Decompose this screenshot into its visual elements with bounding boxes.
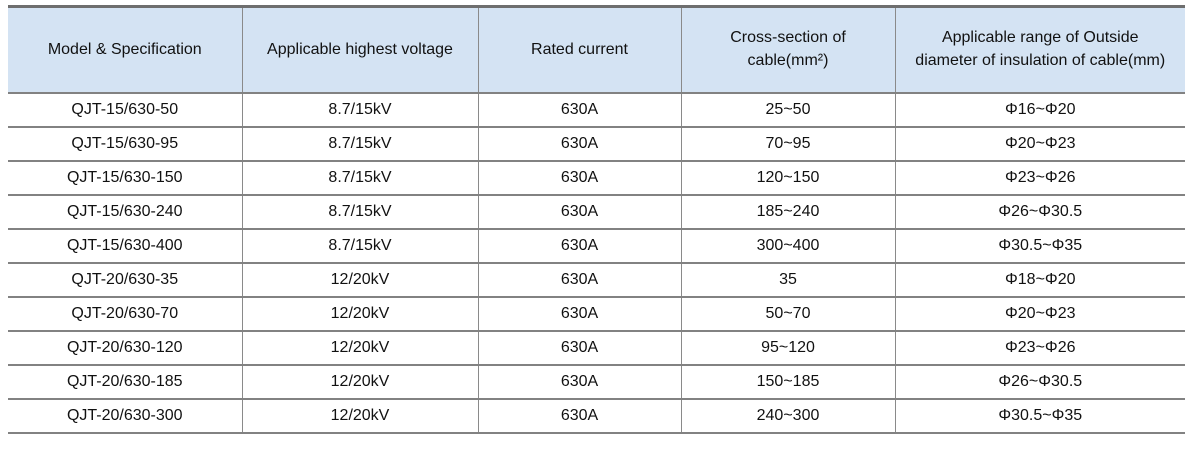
- table-cell: 630A: [477, 194, 681, 230]
- table-cell: Φ30.5~Φ35: [894, 398, 1185, 434]
- header-row: Model & Specification Applicable highest…: [8, 6, 1185, 94]
- table-cell: Φ23~Φ26: [894, 330, 1185, 366]
- table-row: QJT-20/630-70 12/20kV 630A 50~70 Φ20~Φ23: [8, 296, 1185, 332]
- table-cell: 630A: [477, 228, 681, 264]
- table-cell: 630A: [477, 126, 681, 162]
- table-cell: 630A: [477, 330, 681, 366]
- table-cell: 12/20kV: [241, 296, 478, 332]
- table-cell: 630A: [477, 160, 681, 196]
- table-cell: 630A: [477, 92, 681, 128]
- table-cell: Φ23~Φ26: [894, 160, 1185, 196]
- table-cell: 8.7/15kV: [241, 126, 478, 162]
- table-cell: 95~120: [680, 330, 895, 366]
- table-cell: 8.7/15kV: [241, 194, 478, 230]
- column-header-voltage: Applicable highest voltage: [241, 6, 478, 94]
- table-cell: 120~150: [680, 160, 895, 196]
- table-cell: QJT-15/630-95: [8, 126, 242, 162]
- table-cell: 8.7/15kV: [241, 92, 478, 128]
- table-cell: QJT-15/630-50: [8, 92, 242, 128]
- table-cell: QJT-20/630-70: [8, 296, 242, 332]
- table-cell: 185~240: [680, 194, 895, 230]
- table-cell: 630A: [477, 296, 681, 332]
- table-cell: Φ30.5~Φ35: [894, 228, 1185, 264]
- column-header-cross-section: Cross-section of cable(mm²): [680, 6, 895, 94]
- table-cell: 150~185: [680, 364, 895, 400]
- table-cell: 12/20kV: [241, 398, 478, 434]
- table-cell: 25~50: [680, 92, 895, 128]
- table-cell: 630A: [477, 364, 681, 400]
- table-cell: Φ26~Φ30.5: [894, 194, 1185, 230]
- table-cell: QJT-20/630-300: [8, 398, 242, 434]
- table-cell: 12/20kV: [241, 262, 478, 298]
- table-cell: QJT-20/630-35: [8, 262, 242, 298]
- table-header: Model & Specification Applicable highest…: [8, 6, 1185, 94]
- column-header-model: Model & Specification: [8, 6, 242, 94]
- column-header-current: Rated current: [477, 6, 681, 94]
- table-cell: 12/20kV: [241, 330, 478, 366]
- table-row: QJT-20/630-35 12/20kV 630A 35 Φ18~Φ20: [8, 262, 1185, 298]
- column-header-diameter-range: Applicable range of Outside diameter of …: [894, 6, 1185, 94]
- table-body: QJT-15/630-50 8.7/15kV 630A 25~50 Φ16~Φ20 QJT…: [8, 92, 1185, 434]
- table-cell: 240~300: [680, 398, 895, 434]
- table-cell: 630A: [477, 398, 681, 434]
- table-cell: 35: [680, 262, 895, 298]
- table-row: QJT-15/630-50 8.7/15kV 630A 25~50 Φ16~Φ20: [8, 92, 1185, 128]
- table-cell: QJT-20/630-120: [8, 330, 242, 366]
- cable-joint-spec-table: Model & Specification Applicable highest…: [8, 5, 1185, 434]
- table-cell: 12/20kV: [241, 364, 478, 400]
- table-row: QJT-15/630-400 8.7/15kV 630A 300~400 Φ30.5~Φ…: [8, 228, 1185, 264]
- table-cell: 50~70: [680, 296, 895, 332]
- table-cell: Φ20~Φ23: [894, 296, 1185, 332]
- table-cell: 300~400: [680, 228, 895, 264]
- table-row: QJT-20/630-300 12/20kV 630A 240~300 Φ30.5~Φ3…: [8, 398, 1185, 434]
- table-row: QJT-15/630-240 8.7/15kV 630A 185~240 Φ26~Φ30…: [8, 194, 1185, 230]
- table-cell: Φ16~Φ20: [894, 92, 1185, 128]
- spec-table-container: Model & Specification Applicable highest…: [8, 5, 1185, 434]
- table-cell: Φ20~Φ23: [894, 126, 1185, 162]
- table-row: QJT-15/630-95 8.7/15kV 630A 70~95 Φ20~Φ23: [8, 126, 1185, 162]
- table-cell: 630A: [477, 262, 681, 298]
- table-cell: QJT-20/630-185: [8, 364, 242, 400]
- table-cell: QJT-15/630-240: [8, 194, 242, 230]
- table-row: QJT-15/630-150 8.7/15kV 630A 120~150 Φ23~Φ26: [8, 160, 1185, 196]
- table-row: QJT-20/630-185 12/20kV 630A 150~185 Φ26~Φ30.…: [8, 364, 1185, 400]
- table-cell: 70~95: [680, 126, 895, 162]
- table-cell: QJT-15/630-400: [8, 228, 242, 264]
- table-cell: 8.7/15kV: [241, 160, 478, 196]
- table-cell: QJT-15/630-150: [8, 160, 242, 196]
- table-cell: Φ26~Φ30.5: [894, 364, 1185, 400]
- table-cell: 8.7/15kV: [241, 228, 478, 264]
- table-row: QJT-20/630-120 12/20kV 630A 95~120 Φ23~Φ26: [8, 330, 1185, 366]
- table-cell: Φ18~Φ20: [894, 262, 1185, 298]
